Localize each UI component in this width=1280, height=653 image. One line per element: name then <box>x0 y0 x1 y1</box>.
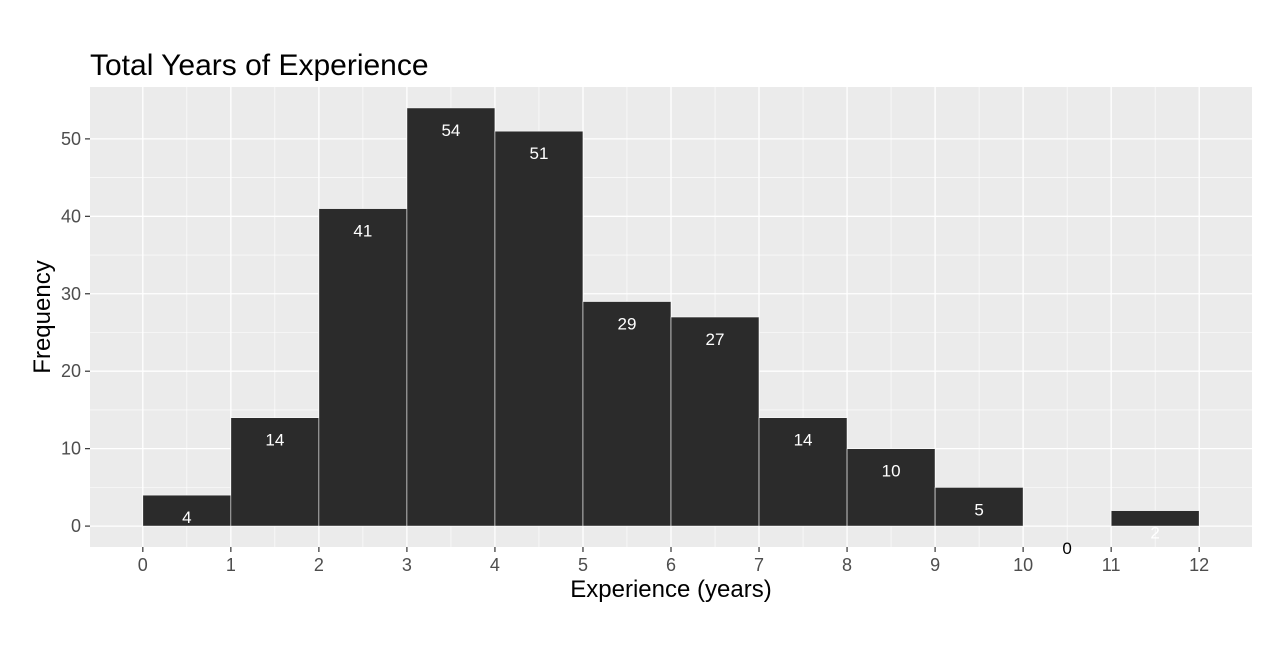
y-tick-label: 20 <box>61 361 81 381</box>
bar-count-label: 14 <box>794 431 813 450</box>
chart-title: Total Years of Experience <box>90 49 429 82</box>
histogram-bar <box>934 487 1024 527</box>
bar-count-label: 14 <box>265 431 284 450</box>
y-tick-label: 0 <box>71 516 81 536</box>
y-tick-label: 10 <box>61 439 81 459</box>
y-tick-label: 30 <box>61 284 81 304</box>
x-tick-label: 11 <box>1102 555 1121 575</box>
histogram-bar <box>758 417 848 527</box>
x-tick-label: 0 <box>138 555 148 575</box>
bar-count-label: 54 <box>441 121 460 140</box>
histogram-bar <box>1110 510 1200 527</box>
x-axis-title: Experience (years) <box>570 576 771 603</box>
x-tick-label: 6 <box>666 555 676 575</box>
bars <box>142 107 1200 527</box>
x-tick-label: 2 <box>314 555 324 575</box>
x-tick-label: 9 <box>930 555 940 575</box>
histogram-bar <box>142 494 232 527</box>
y-tick-label: 50 <box>61 129 81 149</box>
histogram-bar <box>670 316 760 527</box>
x-tick-label: 1 <box>226 555 236 575</box>
x-tick-label: 10 <box>1013 555 1033 575</box>
bar-count-label: 51 <box>529 144 548 163</box>
x-tick-label: 12 <box>1189 555 1209 575</box>
x-tick-label: 8 <box>842 555 852 575</box>
y-axis: 0 10 20 30 40 50 <box>61 129 90 536</box>
x-axis: 0 1 2 3 4 5 6 7 8 9 10 11 12 <box>138 547 1209 575</box>
bar-count-label: 4 <box>182 508 191 527</box>
x-tick-label: 4 <box>490 555 500 575</box>
bar-count-label: 5 <box>974 500 983 519</box>
bar-count-label: 0 <box>1062 539 1071 558</box>
histogram-bar <box>582 301 672 527</box>
bar-count-label: 2 <box>1150 524 1159 543</box>
histogram-bar <box>318 208 408 527</box>
x-tick-label: 7 <box>754 555 764 575</box>
bar-count-label: 29 <box>618 315 637 334</box>
histogram-bar <box>494 130 584 527</box>
bar-labels: 4 14 41 54 51 29 27 14 10 5 0 2 <box>182 121 1160 558</box>
x-tick-label: 5 <box>578 555 588 575</box>
bar-count-label: 10 <box>882 462 901 481</box>
x-tick-label: 3 <box>402 555 412 575</box>
histogram-bar <box>406 107 496 527</box>
y-tick-label: 40 <box>61 206 81 226</box>
histogram-bar <box>846 448 936 527</box>
bar-count-label: 41 <box>353 222 372 241</box>
y-axis-title: Frequency <box>29 260 56 373</box>
bar-count-label: 27 <box>706 330 725 349</box>
